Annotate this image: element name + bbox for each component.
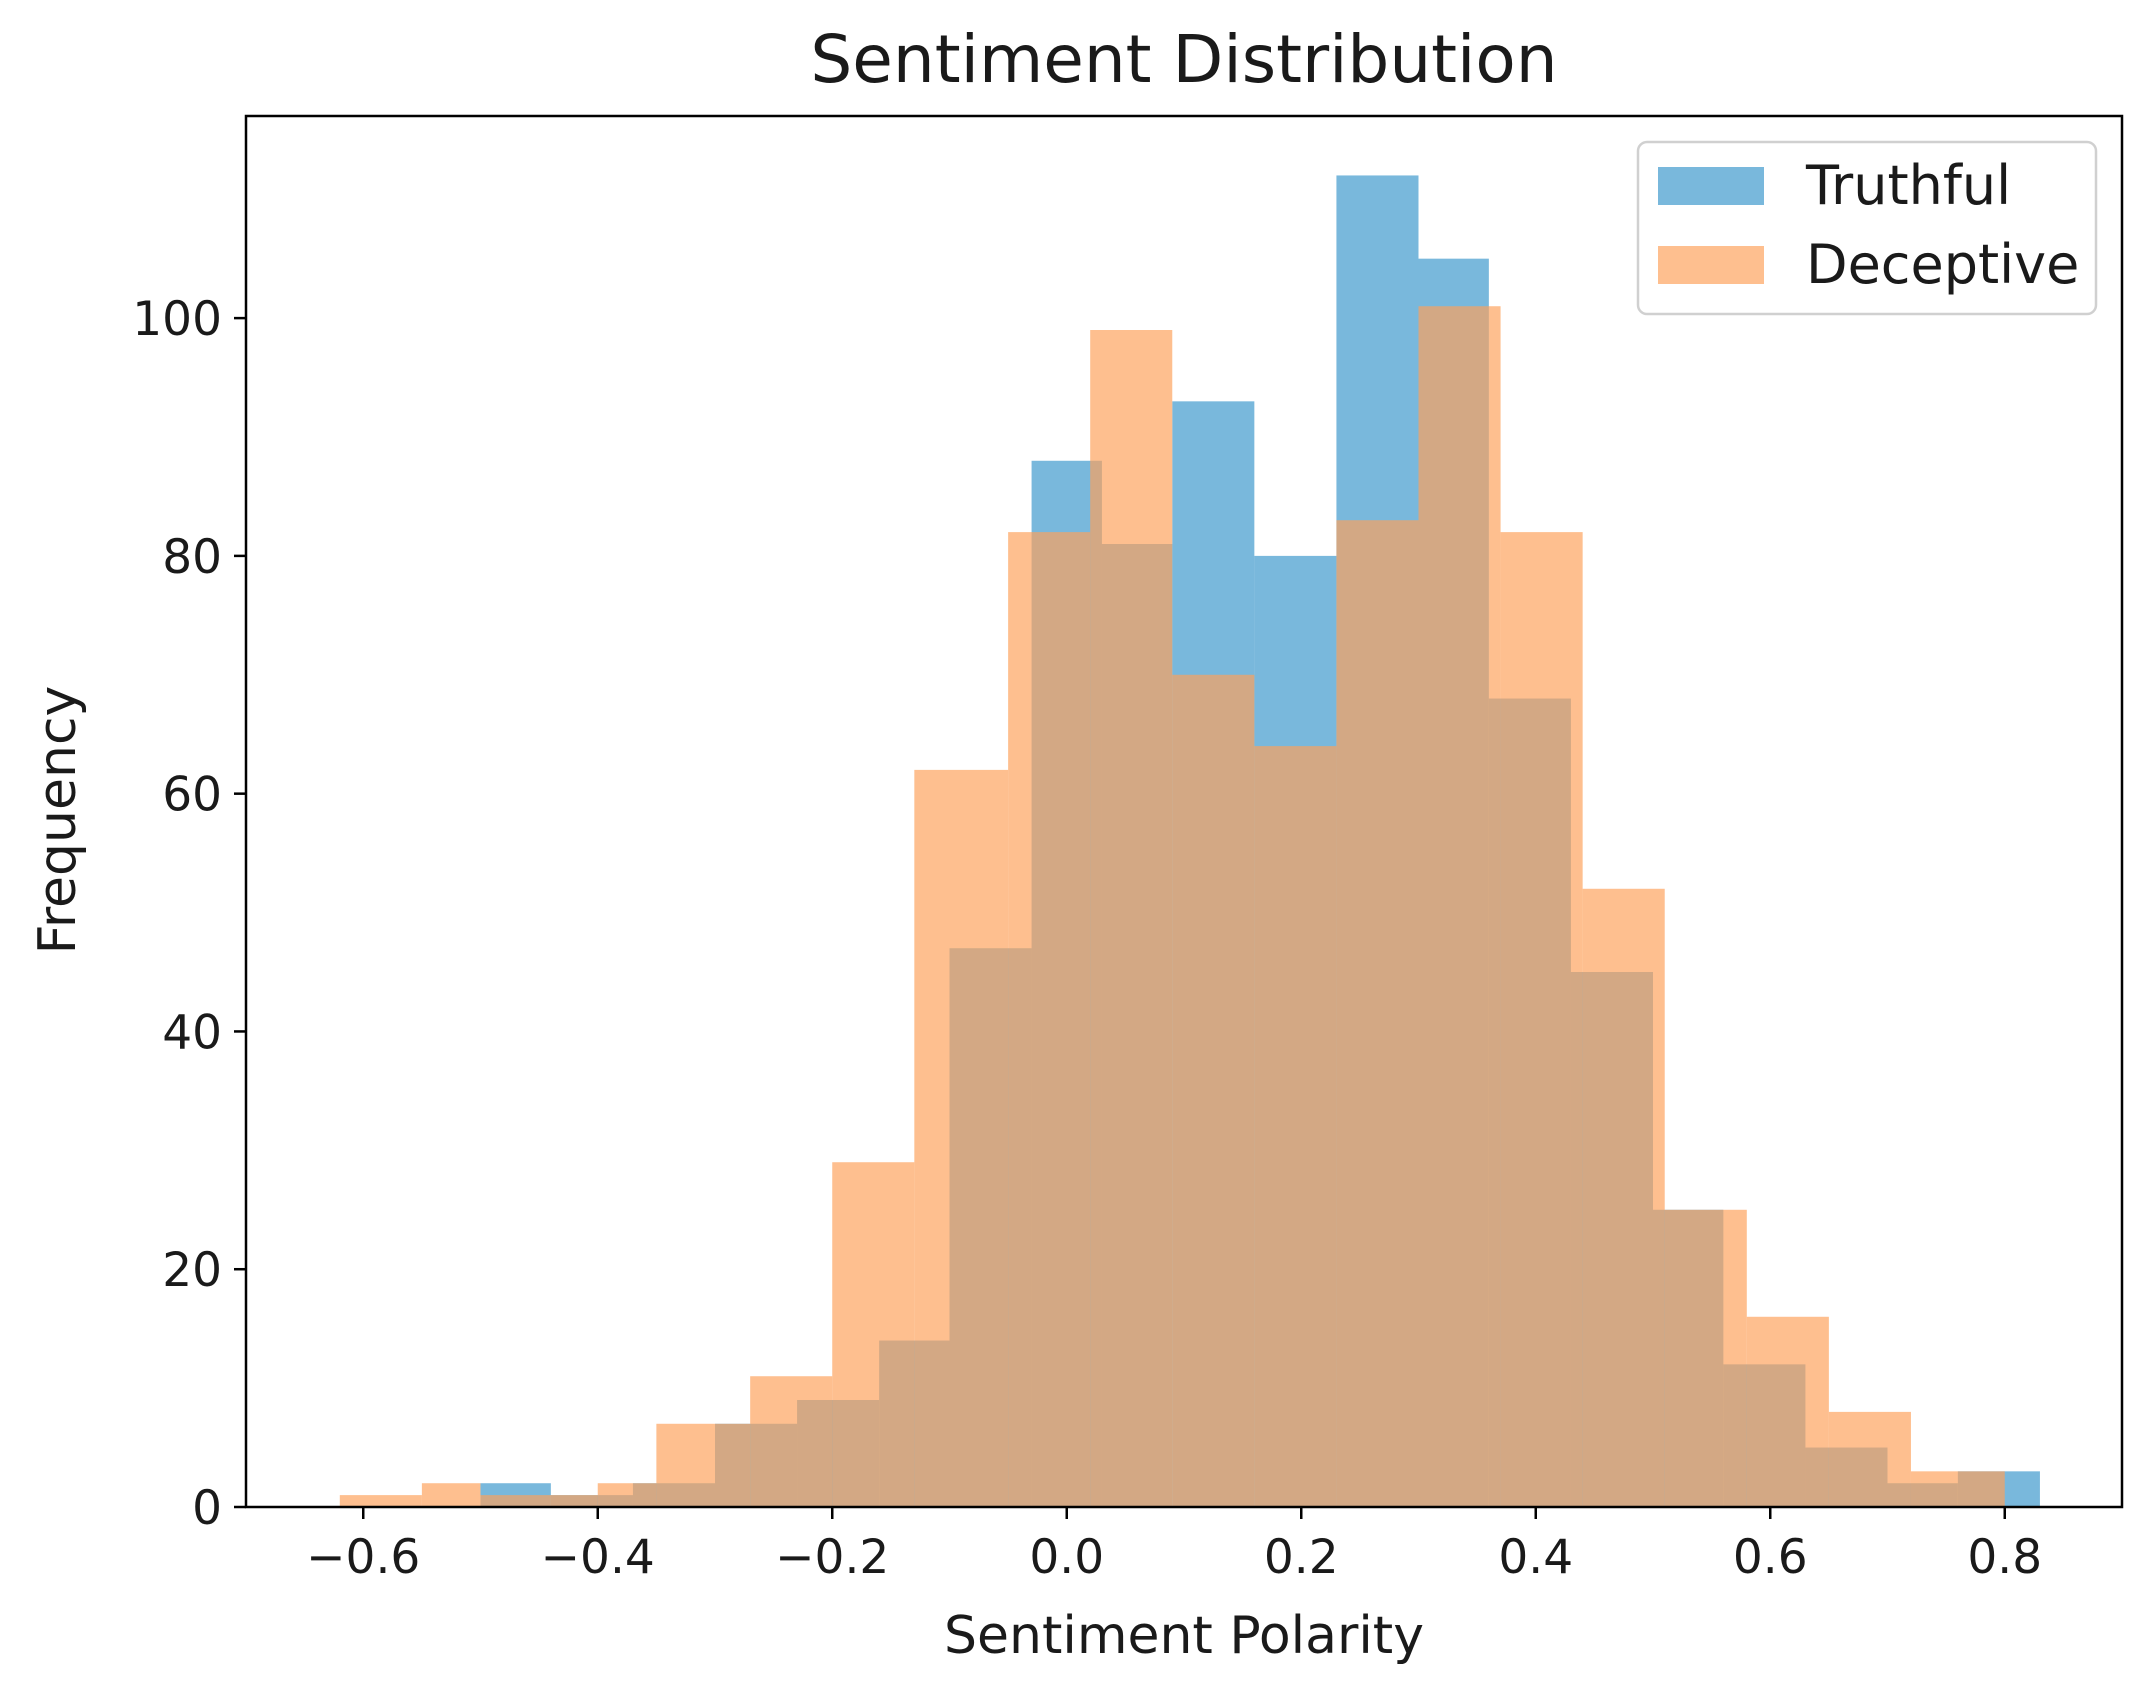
- deceptive-bar-16: [1582, 888, 1665, 1507]
- deceptive-bars: [339, 306, 2005, 1508]
- deceptive-bar-18: [1746, 1316, 1829, 1507]
- chart-title: Sentiment Distribution: [810, 21, 1557, 98]
- deceptive-bar-11: [1172, 674, 1255, 1507]
- deceptive-bar-3: [550, 1495, 598, 1507]
- x-axis-label: Sentiment Polarity: [944, 1606, 1424, 1666]
- x-tick-label: −0.6: [306, 1530, 420, 1585]
- legend-label-deceptive: Deceptive: [1806, 233, 2079, 296]
- deceptive-bar-9: [1008, 532, 1091, 1507]
- deceptive-bar-5: [656, 1423, 751, 1507]
- legend-label-truthful: Truthful: [1805, 154, 2011, 217]
- x-tick-label: −0.4: [541, 1530, 655, 1585]
- deceptive-bar-6: [750, 1376, 833, 1507]
- deceptive-bar-20: [1910, 1471, 2005, 1507]
- deceptive-bar-2: [480, 1495, 551, 1507]
- x-tick-label: 0.0: [1029, 1530, 1104, 1585]
- y-tick-label: 20: [162, 1243, 222, 1298]
- x-tick-label: −0.2: [775, 1530, 889, 1585]
- x-tick-label: 0.8: [1967, 1530, 2042, 1585]
- deceptive-bar-7: [832, 1162, 915, 1507]
- deceptive-bar-1: [421, 1483, 481, 1507]
- deceptive-bar-8: [914, 769, 1009, 1507]
- y-tick-label: 40: [162, 1005, 222, 1060]
- legend-swatch-truthful: [1658, 167, 1764, 205]
- x-tick-label: 0.2: [1264, 1530, 1339, 1585]
- deceptive-bar-15: [1500, 532, 1583, 1507]
- deceptive-bar-13: [1336, 520, 1419, 1507]
- y-axis-label: Frequency: [28, 686, 88, 955]
- y-tick-label: 80: [162, 530, 222, 585]
- x-tick-label: 0.4: [1498, 1530, 1573, 1585]
- deceptive-bar-17: [1664, 1209, 1747, 1507]
- deceptive-bar-12: [1254, 746, 1337, 1507]
- deceptive-bar-14: [1418, 306, 1501, 1508]
- deceptive-bar-0: [339, 1495, 422, 1507]
- legend-swatch-deceptive: [1658, 246, 1764, 284]
- deceptive-bar-10: [1090, 330, 1173, 1507]
- legend: Truthful Deceptive: [1636, 140, 2098, 316]
- x-tick-label: 0.6: [1733, 1530, 1808, 1585]
- x-axis-ticks: −0.6 −0.4 −0.2 0.0 0.2 0.4 0.6 0.8: [306, 1507, 2042, 1585]
- deceptive-bar-19: [1828, 1411, 1911, 1507]
- y-tick-label: 100: [132, 292, 222, 347]
- plot-frame: [244, 114, 2124, 1509]
- y-tick-label: 60: [162, 768, 222, 823]
- y-axis-ticks: 0 20 40 60 80 100: [132, 292, 246, 1536]
- y-tick-label: 0: [192, 1481, 222, 1536]
- deceptive-bar-4: [597, 1483, 657, 1507]
